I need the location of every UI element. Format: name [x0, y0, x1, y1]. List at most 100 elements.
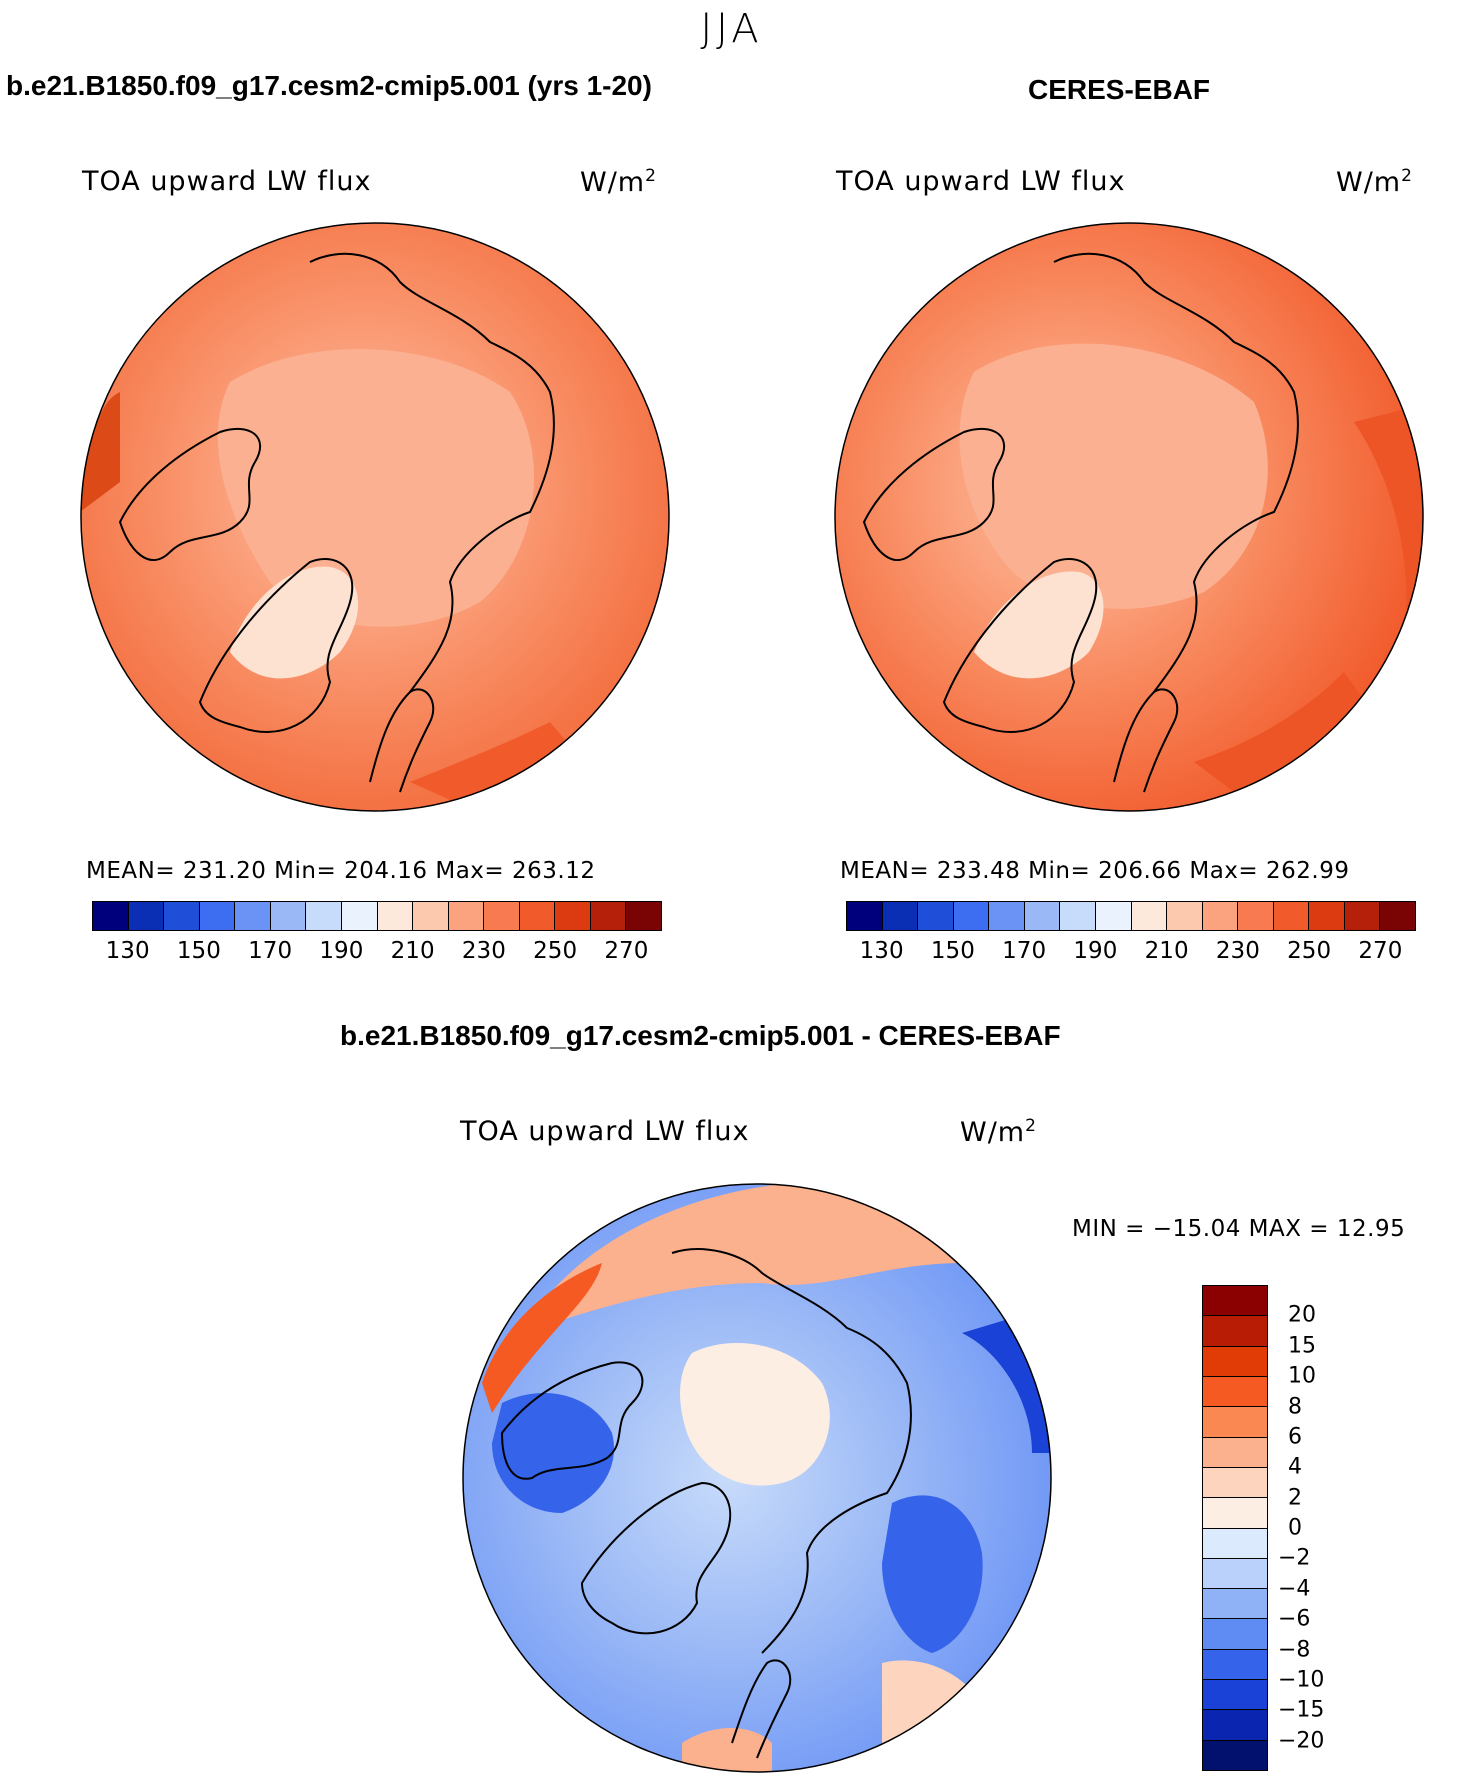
- colorbar-swatch: [270, 902, 307, 930]
- colorbar-swatch: [1203, 1649, 1267, 1681]
- diff-polar-map: [462, 1183, 1052, 1773]
- colorbar-tick-label: 4: [1288, 1454, 1302, 1480]
- colorbar-swatch: [1095, 902, 1132, 930]
- diff-coastline-canada: [500, 1361, 644, 1480]
- colorbar-tick-label: 190: [319, 938, 364, 964]
- season-title: JJA: [700, 6, 763, 52]
- colorbar-swatch: [1380, 902, 1415, 930]
- obs-coastline-canada: [862, 427, 1005, 562]
- model-greenland-shade: [230, 566, 359, 679]
- colorbar-swatch: [448, 902, 485, 930]
- colorbar-swatch: [1203, 1316, 1267, 1347]
- model-coastline-scandinavia: [369, 688, 435, 793]
- colorbar-swatch: [93, 902, 129, 930]
- model-coastline-eurasia: [309, 252, 555, 693]
- colorbar-swatch: [1203, 1286, 1267, 1317]
- colorbar-swatch: [1203, 1558, 1267, 1590]
- diff-strong-negative-right: [882, 1495, 983, 1653]
- colorbar-tick-label: 230: [1215, 938, 1260, 964]
- model-coastline-canada: [118, 427, 261, 562]
- colorbar-swatch: [128, 902, 165, 930]
- model-colorbar-ticks: 130 150 170 190 210 230 250 270: [92, 938, 662, 968]
- colorbar-tick-label: 20: [1288, 1302, 1316, 1328]
- colorbar-swatch: [555, 902, 591, 930]
- colorbar-swatch: [1238, 902, 1274, 930]
- diff-variable-label: TOA upward LW flux: [460, 1116, 750, 1147]
- obs-polar-map: [834, 222, 1424, 812]
- diff-colorbar: [1202, 1285, 1268, 1771]
- colorbar-swatch: [1203, 1710, 1267, 1741]
- colorbar-tick-label: 15: [1288, 1333, 1316, 1359]
- colorbar-swatch: [164, 902, 200, 930]
- obs-variable-label: TOA upward LW flux: [836, 166, 1126, 197]
- colorbar-swatch: [590, 902, 627, 930]
- diff-warm-top-left: [482, 1263, 602, 1413]
- obs-colorbar-ticks: 130 150 170 190 210 230 250 270: [846, 938, 1416, 968]
- diff-coastline-scandinavia: [731, 1659, 792, 1759]
- obs-coastline-scandinavia: [1113, 688, 1179, 793]
- colorbar-swatch: [1309, 902, 1345, 930]
- diff-panel-title: b.e21.B1850.f09_g17.cesm2-cmip5.001 - CE…: [340, 1020, 1061, 1051]
- obs-units-label: W/m2: [1336, 166, 1413, 198]
- colorbar-swatch: [1202, 902, 1239, 930]
- obs-panel-title: CERES-EBAF: [1028, 74, 1211, 105]
- colorbar-swatch: [1131, 902, 1168, 930]
- colorbar-tick-label: 6: [1288, 1424, 1302, 1450]
- colorbar-tick-label: 190: [1073, 938, 1118, 964]
- colorbar-swatch: [1060, 902, 1096, 930]
- colorbar-swatch: [1203, 1680, 1267, 1711]
- colorbar-tick-label: 270: [604, 938, 649, 964]
- diff-central-positive: [680, 1343, 830, 1486]
- colorbar-tick-label: 230: [461, 938, 506, 964]
- obs-stats-text: MEAN= 233.48 Min= 206.66 Max= 262.99: [840, 858, 1350, 884]
- colorbar-swatch: [989, 902, 1025, 930]
- diff-strong-negative-left: [492, 1393, 614, 1513]
- diff-stats-text: MIN = −15.04 MAX = 12.95: [1072, 1216, 1406, 1242]
- diff-units-label: W/m2: [960, 1116, 1037, 1148]
- model-variable-label: TOA upward LW flux: [82, 166, 372, 197]
- colorbar-tick-label: 8: [1288, 1394, 1302, 1419]
- colorbar-swatch: [377, 902, 414, 930]
- colorbar-swatch: [519, 902, 556, 930]
- colorbar-tick-label: 10: [1288, 1363, 1316, 1389]
- model-warm-edge-left: [81, 392, 120, 512]
- colorbar-swatch: [918, 902, 954, 930]
- diff-coastline-eurasia: [671, 1248, 912, 1654]
- diff-coastline-greenland: [580, 1481, 732, 1635]
- model-units-label: W/m2: [580, 166, 657, 198]
- colorbar-swatch: [235, 902, 271, 930]
- colorbar-swatch: [626, 902, 661, 930]
- colorbar-swatch: [1203, 1437, 1267, 1468]
- colorbar-swatch: [484, 902, 520, 930]
- colorbar-swatch: [953, 902, 990, 930]
- obs-colorbar: [846, 901, 1416, 931]
- colorbar-swatch: [199, 902, 236, 930]
- obs-central-arctic-shade: [959, 343, 1268, 609]
- colorbar-tick-label: −20: [1278, 1728, 1325, 1754]
- colorbar-tick-label: 150: [176, 938, 221, 964]
- colorbar-tick-label: 170: [248, 938, 293, 964]
- obs-warm-edge-bottom: [1194, 672, 1394, 811]
- colorbar-tick-label: 170: [1002, 938, 1047, 964]
- model-polar-map: [80, 222, 670, 812]
- colorbar-swatch: [1203, 1740, 1267, 1770]
- diff-colorbar-ticks: 20 15 10 8 6 4 2 0 −2 −4 −6 −8 −10 −15 −20: [1278, 1285, 1342, 1771]
- colorbar-tick-label: −15: [1278, 1697, 1325, 1723]
- colorbar-swatch: [413, 902, 449, 930]
- colorbar-swatch: [341, 902, 378, 930]
- colorbar-swatch: [1203, 1619, 1267, 1650]
- model-stats-text: MEAN= 231.20 Min= 204.16 Max= 263.12: [86, 858, 596, 884]
- colorbar-swatch: [1203, 1498, 1267, 1529]
- colorbar-swatch: [1273, 902, 1310, 930]
- colorbar-swatch: [847, 902, 883, 930]
- colorbar-swatch: [1203, 1346, 1267, 1377]
- colorbar-tick-label: −8: [1278, 1637, 1311, 1662]
- colorbar-tick-label: 130: [105, 938, 150, 964]
- colorbar-tick-label: 210: [390, 938, 435, 964]
- colorbar-tick-label: −2: [1278, 1545, 1311, 1571]
- colorbar-tick-label: −6: [1278, 1606, 1311, 1632]
- model-colorbar: [92, 901, 662, 931]
- obs-coastline-greenland: [942, 557, 1098, 733]
- model-panel-title: b.e21.B1850.f09_g17.cesm2-cmip5.001 (yrs…: [6, 70, 652, 101]
- model-central-arctic-shade: [217, 349, 534, 627]
